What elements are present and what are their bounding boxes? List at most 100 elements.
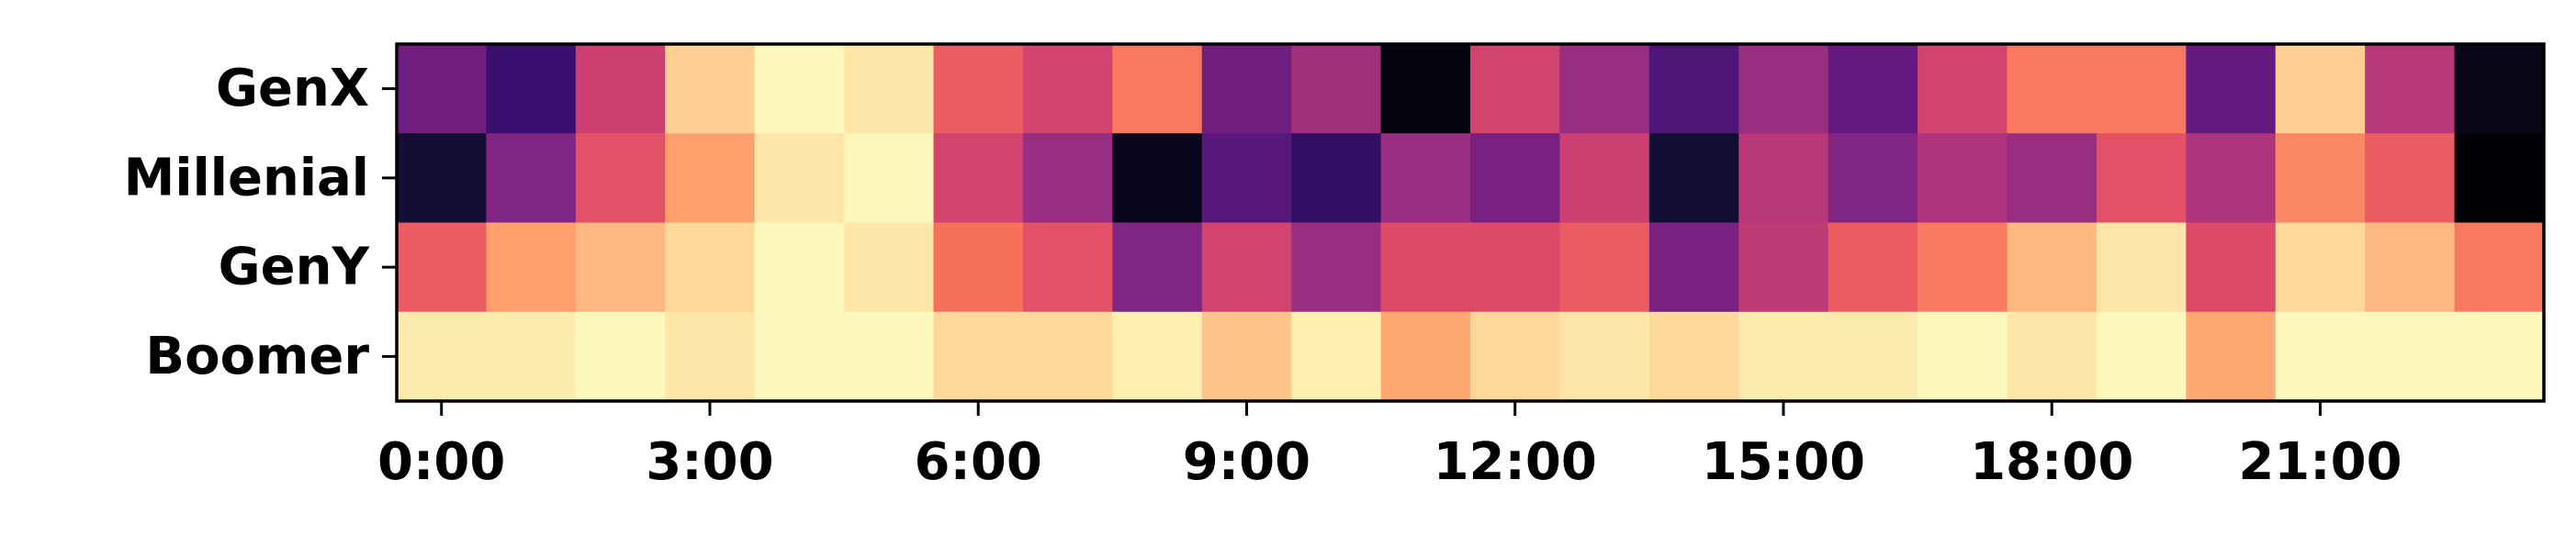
heatmap-cell (1470, 44, 1561, 134)
heatmap-cell (1022, 44, 1113, 134)
heatmap-cell (397, 44, 488, 134)
heatmap-cell (933, 311, 1024, 402)
y-tick-label: Millenial (124, 148, 369, 207)
x-tick-label: 0:00 (377, 432, 505, 492)
y-tick-label: GenX (216, 59, 369, 118)
heatmap-cell (2186, 222, 2277, 313)
heatmap-cell (2454, 222, 2545, 313)
heatmap-cell (1470, 311, 1561, 402)
heatmap-cell (1022, 133, 1113, 224)
x-axis: 0:00 3:00 6:00 9:00 12:00 15:00 18:00 21:00 (377, 401, 2402, 492)
heatmap-cell (2275, 44, 2366, 134)
heatmap-cell (397, 222, 488, 313)
heatmap-cell (1022, 311, 1113, 402)
heatmap-cell (1201, 44, 1292, 134)
heatmap-cell (1559, 311, 1650, 402)
heatmap-cell (754, 44, 845, 134)
heatmap-cell (397, 311, 488, 402)
x-tick-label: 15:00 (1702, 432, 1865, 492)
heatmap-cell (575, 133, 666, 224)
heatmap-cell (1738, 222, 1829, 313)
y-axis: GenX Millenial GenY Boomer (124, 59, 397, 386)
heatmap-cell (2365, 311, 2456, 402)
heatmap-cell (844, 311, 935, 402)
x-tick-label: 18:00 (1970, 432, 2133, 492)
heatmap-cell (1112, 311, 1203, 402)
heatmap-cell (1291, 222, 1382, 313)
heatmap-cell (1559, 133, 1650, 224)
heatmap-cell (1112, 222, 1203, 313)
heatmap-cell (1470, 222, 1561, 313)
heatmap-cell (754, 222, 845, 313)
heatmap-cell (2007, 311, 2098, 402)
heatmap-cell (933, 222, 1024, 313)
heatmap-cell (665, 311, 756, 402)
heatmap-cell (1112, 44, 1203, 134)
heatmap-cell (2007, 222, 2098, 313)
heatmap-cell (1738, 44, 1829, 134)
heatmap-cell (2186, 44, 2277, 134)
plot-frame (395, 42, 2546, 403)
heatmap-cell (844, 222, 935, 313)
heatmap-cell (486, 44, 577, 134)
heatmap-cell (1112, 133, 1203, 224)
heatmap-cell (2096, 311, 2187, 402)
heatmap-cell (2454, 44, 2545, 134)
heatmap-cell (665, 44, 756, 134)
heatmap-cell (1022, 222, 1113, 313)
heatmap-cell (1918, 222, 2008, 313)
heatmap-cell (486, 311, 577, 402)
heatmap-cell (2096, 222, 2187, 313)
heatmap-cell (1291, 44, 1382, 134)
heatmap-cell (844, 133, 935, 224)
heatmap-cell (1828, 133, 1918, 224)
heatmap-cell (1380, 311, 1471, 402)
heatmap-cell (1648, 222, 1739, 313)
heatmap-cell (1918, 44, 2008, 134)
heatmap-cell (2365, 222, 2456, 313)
heatmap-cell (2454, 133, 2545, 224)
heatmap-cell (2096, 133, 2187, 224)
heatmap-cell (665, 133, 756, 224)
heatmap-cell (2186, 133, 2277, 224)
x-tick-label: 6:00 (915, 432, 1042, 492)
heatmap-cell (933, 133, 1024, 224)
x-tick-label: 9:00 (1183, 432, 1310, 492)
heatmap-cell (2275, 311, 2366, 402)
heatmap-cells (397, 44, 2545, 402)
heatmap-cell (2365, 44, 2456, 134)
heatmap-cell (665, 222, 756, 313)
heatmap-cell (754, 311, 845, 402)
heatmap-cell (486, 133, 577, 224)
heatmap-cell (1828, 222, 1918, 313)
heatmap-cell (754, 133, 845, 224)
heatmap-cell (1559, 44, 1650, 134)
heatmap-cell (1648, 311, 1739, 402)
heatmap-cell (1291, 311, 1382, 402)
y-tick-label: Boomer (145, 327, 369, 386)
heatmap-cell (1201, 133, 1292, 224)
heatmap-cell (844, 44, 935, 134)
heatmap-cell (397, 133, 488, 224)
heatmap-cell (2275, 133, 2366, 224)
heatmap-cell (2007, 133, 2098, 224)
heatmap-cell (2454, 311, 2545, 402)
heatmap-cell (575, 44, 666, 134)
heatmap-cell (1470, 133, 1561, 224)
heatmap-cell (2007, 44, 2098, 134)
heatmap-cell (2275, 222, 2366, 313)
heatmap-cell (2186, 311, 2277, 402)
heatmap-cell (1738, 133, 1829, 224)
heatmap-cell (1380, 133, 1471, 224)
heatmap-cell (2096, 44, 2187, 134)
x-tick-label: 12:00 (1434, 432, 1597, 492)
heatmap-cell (1201, 311, 1292, 402)
heatmap-cell (1380, 44, 1471, 134)
x-tick-label: 3:00 (646, 432, 773, 492)
heatmap-cell (1738, 311, 1829, 402)
x-tick-label: 21:00 (2238, 432, 2402, 492)
heatmap-cell (1828, 44, 1918, 134)
heatmap-cell (1201, 222, 1292, 313)
